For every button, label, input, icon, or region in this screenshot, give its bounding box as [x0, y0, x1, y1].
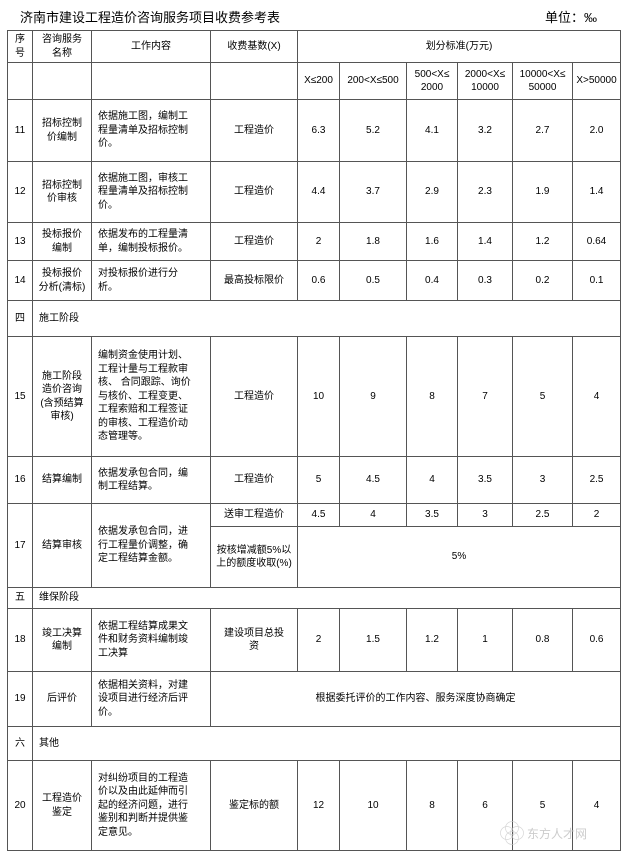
- svg-text:东方人才网: 东方人才网: [527, 826, 587, 841]
